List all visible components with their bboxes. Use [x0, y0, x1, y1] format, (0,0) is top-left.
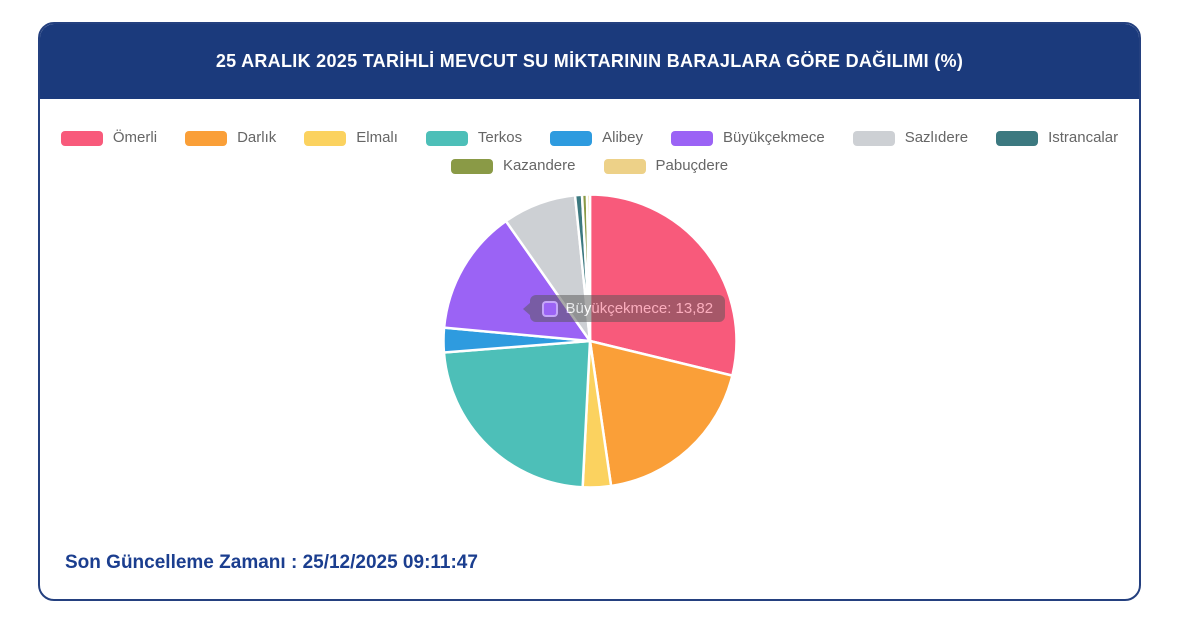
card-header: 25 ARALIK 2025 TARİHLİ MEVCUT SU MİKTARI… — [40, 24, 1139, 99]
legend-row: Ömerli Darlık Elmalı Terkos Alibey Büyükçekme… — [40, 129, 1139, 147]
legend-item[interactable]: Ömerli — [60, 129, 158, 147]
legend-swatch-icon — [185, 130, 228, 146]
legend-label: Pabuçdere — [655, 157, 729, 174]
legend-item[interactable]: Pabuçdere — [603, 157, 729, 175]
legend-swatch-icon — [450, 158, 493, 174]
legend-label: Sazlıdere — [904, 129, 969, 146]
legend-row: Kazandere Pabuçdere — [40, 157, 1139, 175]
last-update-separator: : — [285, 552, 303, 573]
legend-swatch-icon — [60, 130, 103, 146]
card-body: Ömerli Darlık Elmalı Terkos Alibey Büyükçekme… — [40, 129, 1139, 574]
legend-label: Terkos — [477, 129, 523, 146]
legend-swatch-icon — [425, 130, 468, 146]
pie-slice-4[interactable] — [442, 339, 591, 489]
legend-label: Ömerli — [112, 129, 158, 146]
legend-item[interactable]: Darlık — [185, 129, 276, 147]
legend-label: Büyükçekmece — [722, 129, 825, 146]
chart-title: 25 ARALIK 2025 TARİHLİ MEVCUT SU MİKTARI… — [215, 51, 964, 71]
chart-area: Büyükçekmece: 13,82 — [441, 192, 739, 490]
legend-swatch-icon — [550, 130, 593, 146]
legend-swatch-icon — [670, 130, 713, 146]
legend-item[interactable]: Büyükçekmece — [670, 129, 825, 147]
legend-label: Darlık — [237, 129, 277, 146]
pie-chart — [441, 193, 738, 489]
last-update-value: 25/12/2025 09:11:47 — [302, 552, 478, 573]
legend-label: Kazandere — [502, 157, 576, 174]
last-update: Son Güncelleme Zamanı : 25/12/2025 09:11… — [65, 552, 1139, 574]
pie-slice-2[interactable] — [588, 339, 734, 488]
chart-legend: Ömerli Darlık Elmalı Terkos Alibey Büyükçekme… — [40, 129, 1139, 175]
legend-swatch-icon — [304, 130, 347, 146]
legend-item[interactable]: Elmalı — [304, 129, 398, 147]
legend-swatch-icon — [996, 130, 1039, 146]
legend-label: Istrancalar — [1048, 129, 1119, 146]
legend-item[interactable]: Istrancalar — [996, 129, 1118, 147]
legend-label: Alibey — [602, 129, 643, 146]
legend-item[interactable]: Kazandere — [450, 157, 576, 175]
pie-slice-1[interactable] — [588, 193, 738, 377]
legend-swatch-icon — [852, 130, 895, 146]
legend-item[interactable]: Terkos — [425, 129, 523, 147]
legend-label: Elmalı — [356, 129, 398, 146]
chart-card: 25 ARALIK 2025 TARİHLİ MEVCUT SU MİKTARI… — [38, 22, 1141, 601]
last-update-label: Son Güncelleme Zamanı — [65, 552, 286, 573]
legend-item[interactable]: Alibey — [550, 129, 643, 147]
legend-swatch-icon — [603, 158, 646, 174]
legend-item[interactable]: Sazlıdere — [852, 129, 969, 147]
